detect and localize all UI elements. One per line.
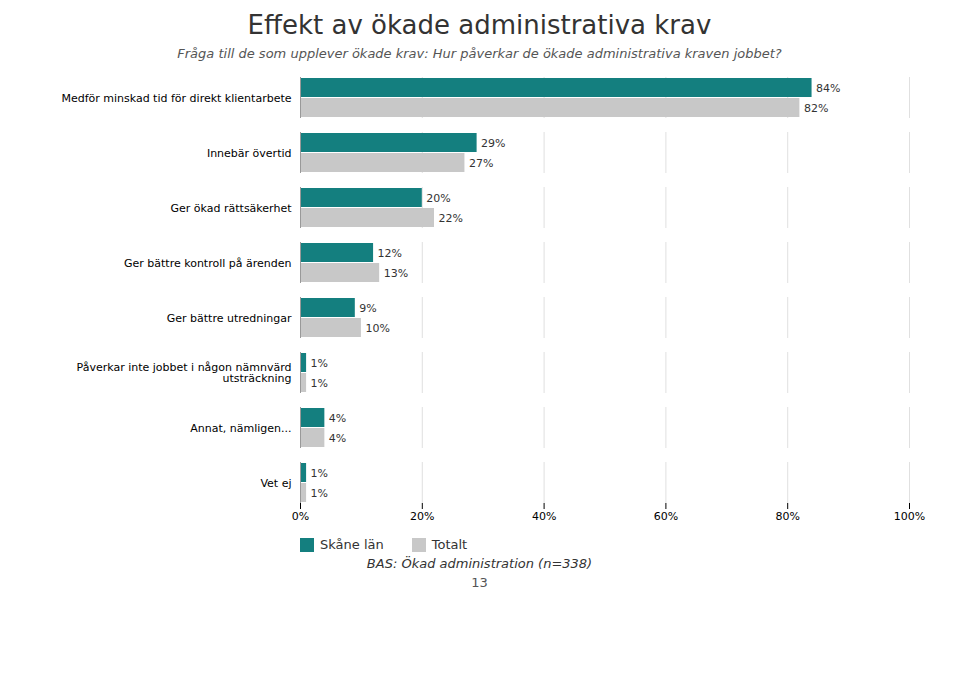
svg-text:1%: 1% [311,487,328,500]
svg-text:20%: 20% [410,510,434,523]
svg-text:Påverkar inte jobbet i någon n: Påverkar inte jobbet i någon nämnvärduts… [77,361,292,385]
svg-text:80%: 80% [775,510,799,523]
svg-text:27%: 27% [469,157,493,170]
svg-text:100%: 100% [894,510,925,523]
svg-text:Annat, nämligen...: Annat, nämligen... [190,422,291,435]
svg-text:22%: 22% [438,212,462,225]
svg-text:Vet ej: Vet ej [260,477,291,490]
html-text:Skåne län: Skåne län [320,537,384,552]
svg-text:1%: 1% [311,357,328,370]
svg-text:Innebär övertid: Innebär övertid [207,147,292,160]
svg-text:29%: 29% [481,137,505,150]
svg-text:Medför minskad tid för direkt: Medför minskad tid för direkt klientarbe… [61,92,291,105]
html-text:BAS: Ökad administration (n=33: BAS: Ökad administration (n=338) [366,556,593,571]
html-text:Totalt: Totalt [431,537,468,552]
svg-text:4%: 4% [329,412,346,425]
html-text:13: 13 [471,575,488,590]
html-text:Fråga till de som upplever öka: Fråga till de som upplever ökade krav: H… [177,46,782,61]
svg-text:13%: 13% [384,267,408,280]
html-text:Effekt av ökade administrativa: Effekt av ökade administrativa krav [247,10,712,40]
svg-text:0%: 0% [292,510,309,523]
svg-text:Ger ökad rättsäkerhet: Ger ökad rättsäkerhet [171,202,293,215]
svg-text:9%: 9% [359,302,376,315]
svg-text:4%: 4% [329,432,346,445]
svg-text:60%: 60% [654,510,678,523]
svg-text:12%: 12% [378,247,402,260]
svg-text:10%: 10% [365,322,389,335]
svg-text:20%: 20% [426,192,450,205]
svg-text:84%: 84% [816,82,840,95]
svg-text:Ger bättre utredningar: Ger bättre utredningar [167,312,292,325]
svg-text:1%: 1% [311,467,328,480]
svg-text:1%: 1% [311,377,328,390]
svg-text:40%: 40% [532,510,556,523]
svg-text:82%: 82% [804,102,828,115]
svg-text:Ger bättre kontroll på ärenden: Ger bättre kontroll på ärenden [124,257,292,270]
